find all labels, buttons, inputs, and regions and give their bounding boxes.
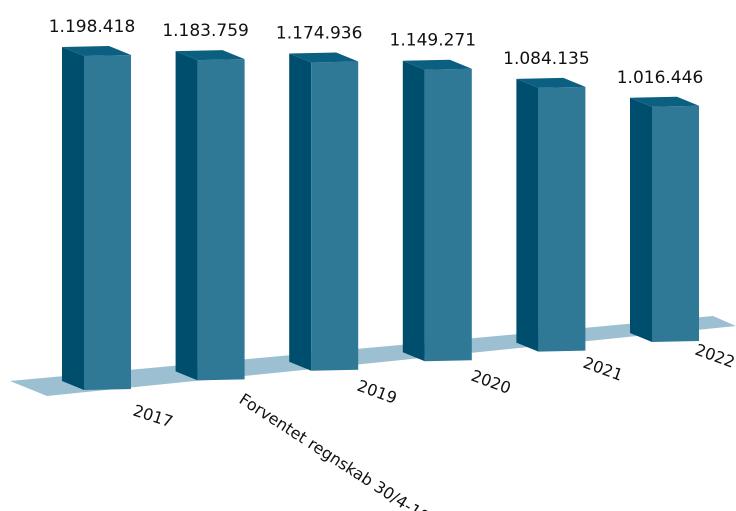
category-label: 2017 bbox=[131, 401, 176, 432]
value-label: 1.198.418 bbox=[49, 17, 136, 37]
bar-top bbox=[630, 96, 699, 107]
value-label: 1.149.271 bbox=[390, 31, 477, 51]
bar-top bbox=[62, 46, 131, 56]
bar-front bbox=[84, 55, 131, 390]
category-label: 2022 bbox=[693, 340, 736, 372]
bar-side bbox=[516, 78, 539, 352]
value-label: 1.174.936 bbox=[276, 24, 363, 44]
bar-top bbox=[175, 50, 245, 61]
bar-front bbox=[652, 105, 699, 342]
bar-front bbox=[538, 86, 586, 352]
value-label: 1.084.135 bbox=[503, 49, 590, 69]
bar-front bbox=[311, 61, 359, 371]
value-label: 1.016.446 bbox=[617, 68, 704, 88]
bar-front bbox=[424, 68, 472, 362]
bar-top bbox=[402, 59, 472, 70]
bar-side bbox=[289, 53, 312, 371]
bar-2022 bbox=[630, 96, 699, 342]
bar-top bbox=[516, 77, 586, 88]
category-label: 2021 bbox=[581, 353, 626, 385]
category-label: 2020 bbox=[469, 366, 514, 398]
bar-2017 bbox=[62, 46, 131, 390]
category-label: Forventet regnskab 30/4-18 bbox=[236, 389, 433, 511]
bar-2021 bbox=[516, 77, 586, 352]
bar-side bbox=[402, 60, 425, 362]
value-label: 1.183.759 bbox=[162, 21, 249, 41]
value-labels-group: 1.198.418 1.183.759 1.174.936 1.149.271 1.08… bbox=[49, 17, 704, 88]
bar-front bbox=[197, 59, 245, 381]
bar-Forventet regnskab 30/4-18 bbox=[175, 50, 245, 381]
bar-2020 bbox=[402, 59, 472, 362]
bars-group bbox=[62, 46, 699, 390]
category-label: 2019 bbox=[355, 376, 400, 408]
bar-2019 bbox=[289, 52, 359, 371]
bar-side bbox=[62, 47, 84, 390]
bar-top bbox=[289, 52, 359, 63]
bar-side bbox=[630, 97, 652, 342]
bar-side bbox=[175, 51, 198, 381]
